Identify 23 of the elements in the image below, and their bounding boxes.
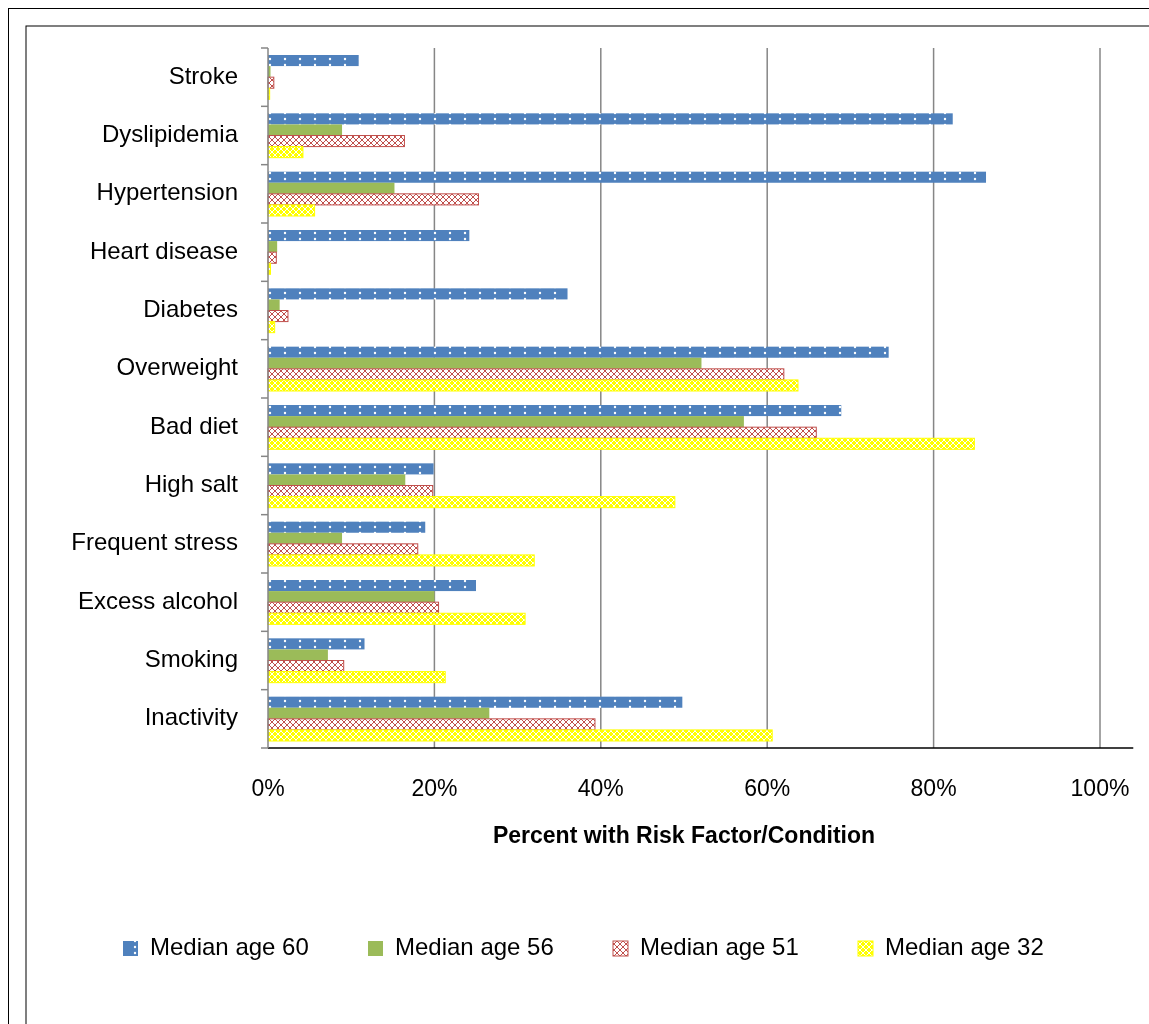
y-tick-label: Overweight bbox=[116, 353, 239, 381]
y-tick-label: Heart disease bbox=[89, 236, 238, 264]
y-tick-label: Dyslipidemia bbox=[101, 119, 239, 147]
y-tick-label: Diabetes bbox=[143, 294, 238, 322]
x-tick-label: 40% bbox=[577, 775, 624, 802]
legend-label: Median age 56 bbox=[395, 933, 554, 961]
y-tick-label: Stroke bbox=[168, 61, 238, 89]
y-tick-label: Excess alcohol bbox=[77, 586, 238, 614]
y-tick-label: Smoking bbox=[144, 644, 238, 672]
y-tick-label: Inactivity bbox=[144, 703, 238, 731]
legend-label: Median age 32 bbox=[885, 933, 1044, 961]
x-tick-label: 100% bbox=[1070, 775, 1130, 802]
x-tick-label: 20% bbox=[411, 775, 458, 802]
x-tick-label: 0% bbox=[251, 775, 285, 802]
x-axis-title: Percent with Risk Factor/Condition bbox=[492, 822, 876, 849]
y-tick-label: High salt bbox=[144, 469, 239, 497]
y-tick-label: Bad diet bbox=[149, 411, 239, 439]
x-tick-label: 60% bbox=[744, 775, 791, 802]
x-tick-label: 80% bbox=[910, 775, 957, 802]
legend-label: Median age 51 bbox=[640, 933, 799, 961]
legend-label: Median age 60 bbox=[150, 933, 309, 961]
y-tick-label: Frequent stress bbox=[71, 528, 238, 556]
y-tick-label: Hypertension bbox=[96, 178, 238, 206]
